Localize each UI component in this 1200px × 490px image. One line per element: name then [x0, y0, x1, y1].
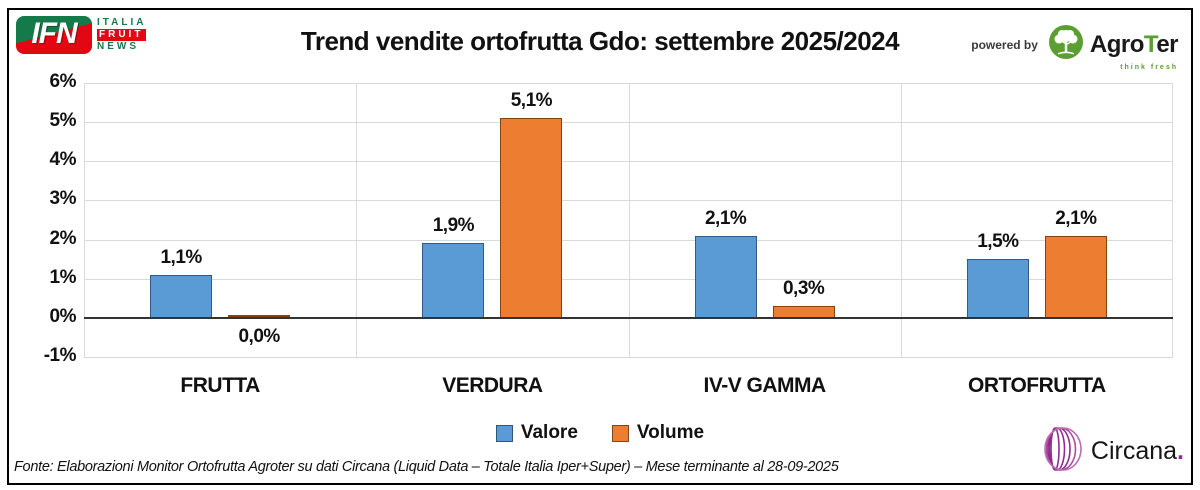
legend-swatch-icon: [611, 424, 629, 442]
legend-swatch-icon: [495, 424, 513, 442]
data-label: 2,1%: [704, 207, 747, 229]
page-title: Trend vendite ortofrutta Gdo: settembre …: [300, 26, 900, 56]
bar-valore-verdura: [422, 243, 485, 318]
ifn-logo-line-fruit: FRUIT: [97, 29, 147, 41]
category-label: IV-V GAMMA: [703, 374, 827, 397]
ifn-logo-line-italia: ITALIA: [97, 17, 147, 28]
circana-wordmark: Circana: [1090, 437, 1178, 465]
data-label: 1,5%: [977, 231, 1019, 253]
data-label: 5,1%: [510, 90, 553, 112]
data-label: 1,1%: [160, 246, 202, 268]
y-tick-label: 5%: [49, 110, 77, 132]
gridline: [628, 83, 630, 357]
agroter-tagline: think fresh: [1120, 63, 1178, 71]
x-axis-category-labels: FRUTTA VERDURA IV-V GAMMA ORTOFRUTTA: [84, 374, 1173, 398]
legend-label: Valore: [520, 422, 578, 443]
powered-by-label: powered by: [971, 37, 1038, 52]
gridline: [1172, 83, 1173, 357]
y-tick-label: -1%: [43, 345, 77, 366]
category-label: ORTOFRUTTA: [968, 374, 1106, 397]
y-tick-label: 2%: [49, 227, 77, 249]
agroter-accent: T: [1143, 30, 1157, 58]
powered-by-block: powered by: [971, 24, 1179, 71]
bar-volume-verdura: [500, 118, 563, 318]
agroter-wordmark: AgroTer think fresh: [1089, 30, 1179, 71]
ifn-logo: IFN ITALIA FRUIT NEWS: [16, 16, 147, 54]
gridline: [84, 357, 1173, 358]
agroter-part2: er: [1156, 30, 1178, 58]
circana-logo: Circana.: [1033, 424, 1184, 479]
agroter-part1: Agro: [1089, 30, 1145, 58]
legend-item-valore: Valore: [495, 422, 578, 444]
gridline: [900, 83, 902, 357]
circana-rings-icon: [1033, 424, 1087, 479]
circana-dot: .: [1177, 437, 1184, 465]
y-tick-label: 3%: [49, 188, 77, 210]
category-label: VERDURA: [442, 374, 543, 397]
data-label: 2,1%: [1055, 207, 1097, 229]
plot-area: 1,1% 0,0% 1,9% 5,1% 2,1% 0,3% 1,5% 2,1%: [84, 83, 1173, 358]
ifn-logo-wordmark: ITALIA FRUIT NEWS: [97, 16, 147, 54]
data-label: 0,0%: [238, 325, 280, 347]
data-label: 1,9%: [432, 215, 475, 237]
bar-volume-ortofrutta: [1044, 235, 1107, 318]
y-tick-label: 4%: [49, 149, 77, 171]
gridline: [84, 83, 85, 357]
y-tick-label: 6%: [49, 71, 77, 92]
legend-label: Volume: [636, 422, 705, 443]
legend-item-volume: Volume: [611, 422, 705, 444]
chart-legend: Valore Volume: [0, 422, 1200, 444]
source-note: Fonte: Elaborazioni Monitor Ortofrutta A…: [14, 459, 839, 475]
outer-frame: [7, 8, 1193, 485]
gridline: [356, 83, 358, 357]
bar-valore-iv-v-gamma: [694, 235, 757, 318]
agroter-tree-icon: [1048, 24, 1084, 65]
ifn-logo-line-news: NEWS: [97, 41, 139, 52]
x-axis-zero-line: [84, 316, 1173, 319]
bar-valore-frutta: [150, 274, 213, 318]
category-label: FRUTTA: [180, 374, 260, 397]
y-tick-label: 0%: [49, 305, 77, 327]
y-tick-label: 1%: [49, 266, 77, 288]
bar-valore-ortofrutta: [966, 259, 1029, 318]
ifn-logo-icon: IFN: [16, 16, 92, 54]
agroter-logo: AgroTer think fresh: [1048, 24, 1179, 71]
data-label: 0,3%: [782, 278, 825, 300]
